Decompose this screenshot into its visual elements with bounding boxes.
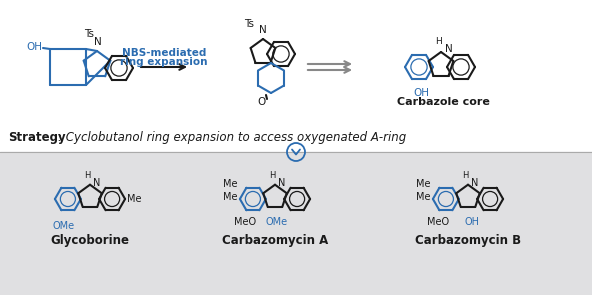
Text: OMe: OMe — [266, 217, 288, 227]
Bar — [0, 0, 592, 152]
Text: O: O — [257, 97, 265, 107]
Text: NBS-mediated: NBS-mediated — [122, 48, 206, 58]
Text: Ts: Ts — [84, 29, 94, 39]
Text: Glycoborine: Glycoborine — [50, 234, 130, 247]
Text: N: N — [445, 44, 453, 54]
Text: OMe: OMe — [53, 221, 75, 231]
Text: Carbazole core: Carbazole core — [397, 97, 490, 107]
Text: Strategy: Strategy — [8, 132, 66, 145]
Text: H: H — [84, 171, 90, 180]
Bar — [0, 152, 592, 295]
Text: N: N — [278, 178, 285, 188]
Text: OH: OH — [26, 42, 42, 52]
Text: Carbazomycin B: Carbazomycin B — [415, 234, 521, 247]
Text: ring expansion: ring expansion — [120, 57, 208, 67]
Text: MeO: MeO — [234, 217, 256, 227]
Text: OH: OH — [465, 217, 480, 227]
Text: Me: Me — [223, 192, 238, 202]
Text: Me: Me — [416, 179, 431, 189]
Text: Ts: Ts — [244, 19, 254, 29]
Text: N: N — [94, 37, 102, 47]
Text: Me: Me — [127, 194, 141, 204]
Text: Me: Me — [223, 179, 238, 189]
Text: H: H — [269, 171, 275, 180]
Text: N: N — [93, 178, 101, 188]
Text: H: H — [436, 37, 442, 46]
Text: Carbazomycin A: Carbazomycin A — [222, 234, 328, 247]
Text: N: N — [259, 25, 267, 35]
Text: H: H — [462, 171, 468, 180]
Text: N: N — [471, 178, 478, 188]
Text: OH: OH — [413, 88, 429, 98]
Text: Me: Me — [416, 192, 431, 202]
Text: : Cyclobutanol ring expansion to access oxygenated A-ring: : Cyclobutanol ring expansion to access … — [58, 132, 406, 145]
Text: MeO: MeO — [427, 217, 449, 227]
